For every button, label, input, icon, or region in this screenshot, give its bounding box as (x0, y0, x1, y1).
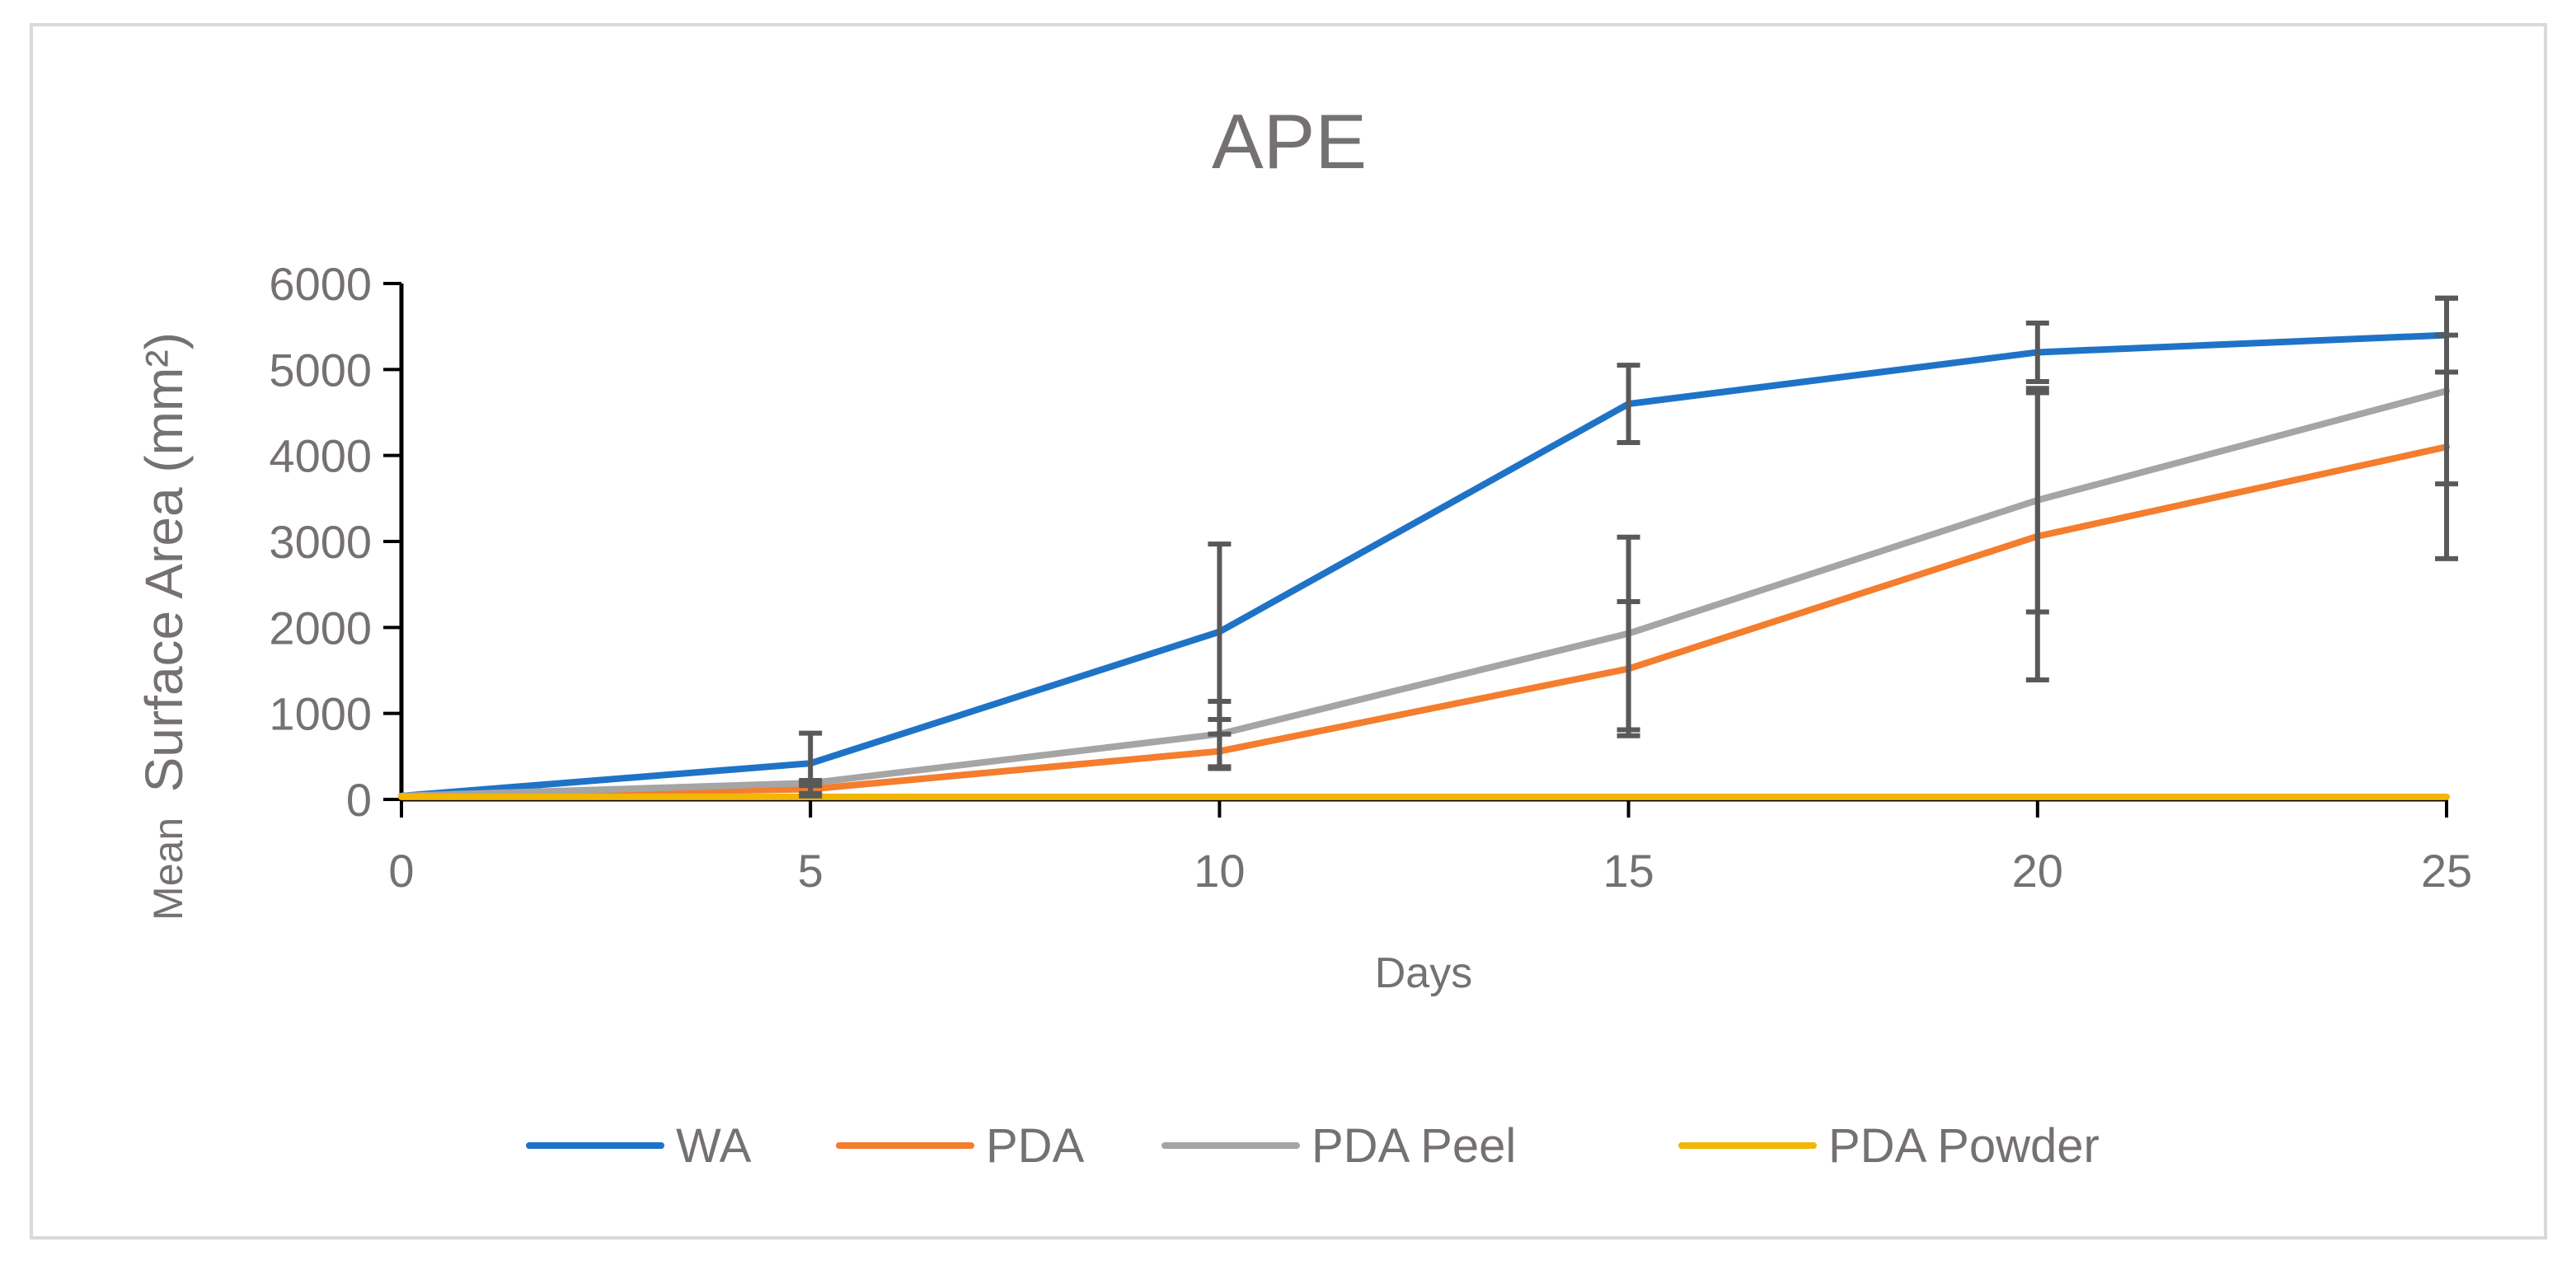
y-axis-title-prefix: Mean (145, 818, 191, 921)
y-tick-label: 0 (346, 774, 372, 826)
y-tick-label: 3000 (269, 516, 372, 568)
error-bar (799, 778, 823, 789)
chart-title: APE (1212, 98, 1367, 185)
x-tick-label: 20 (2012, 845, 2063, 897)
legend-item-wa: WA (526, 1119, 752, 1173)
legend: WA PDA PDA Peel PDA Powder (526, 1119, 2100, 1173)
x-tick-label: 10 (1194, 845, 1245, 897)
error-bar (1616, 534, 1640, 733)
error-bars (799, 295, 2458, 799)
chart-border (30, 23, 2547, 1240)
legend-label: PDA Powder (1828, 1119, 2100, 1173)
series-line-pda-peel (398, 387, 2450, 799)
y-tick-label: 5000 (269, 344, 372, 396)
y-axis-title: Mean Surface Area (mm²) (134, 332, 194, 921)
y-axis-title-main: Surface Area (mm²) (134, 332, 194, 792)
series-lines (398, 331, 2450, 800)
x-axis-title: Days (1375, 949, 1472, 997)
x-tick-label: 5 (798, 845, 823, 897)
legend-label: PDA (986, 1119, 1085, 1173)
series-line-pda (398, 443, 2450, 799)
y-tick-label: 1000 (269, 688, 372, 740)
y-tick-label: 2000 (269, 602, 372, 654)
error-bar (2025, 386, 2049, 615)
error-bar (2025, 320, 2049, 384)
error-bar (2435, 295, 2458, 487)
legend-label: PDA Peel (1311, 1119, 1516, 1173)
y-axis-ticks: 0 1000 2000 3000 4000 5000 6000 (269, 258, 401, 826)
x-tick-label: 25 (2421, 845, 2472, 897)
y-tick-label: 4000 (269, 430, 372, 482)
x-axis-ticks: 0 5 10 15 20 25 (388, 799, 2472, 897)
legend-item-pda-peel: PDA Peel (1161, 1119, 1516, 1173)
legend-item-pda: PDA (836, 1119, 1085, 1173)
x-tick-label: 15 (1602, 845, 1654, 897)
error-bar (1208, 699, 1232, 770)
legend-label: WA (676, 1119, 752, 1173)
y-tick-label: 6000 (269, 258, 372, 310)
legend-item-pda-powder: PDA Powder (1678, 1119, 2100, 1173)
series-line-wa (398, 331, 2450, 799)
x-tick-label: 0 (388, 845, 414, 897)
error-bar (1616, 363, 1640, 446)
